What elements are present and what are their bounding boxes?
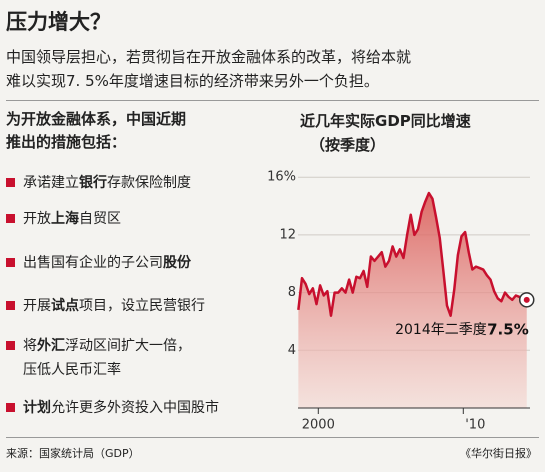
- list-item: 承诺建立银行存款保险制度: [6, 172, 191, 192]
- text: 项目，设立民营银行: [79, 298, 205, 314]
- list-item: 开展试点项目，设立民营银行: [6, 295, 205, 315]
- list-item: 出售国有企业的子公司股份: [6, 252, 191, 272]
- x-tick-label: 2000: [302, 418, 335, 433]
- y-tick-label: 12: [279, 227, 296, 242]
- text: 浮动区间扩大一倍，: [65, 338, 191, 354]
- item-line: 开放上海自贸区: [6, 211, 121, 227]
- text: 将: [23, 338, 37, 354]
- bold-text: 银行: [79, 175, 107, 191]
- bold-text: 计划: [23, 400, 51, 416]
- text: 存款保险制度: [107, 175, 191, 191]
- item-line: 出售国有企业的子公司股份: [6, 255, 191, 271]
- publisher: 《华尔街日报》: [460, 447, 537, 460]
- text: 开展: [23, 298, 51, 314]
- line: [297, 191, 528, 317]
- text: 出售国有企业的子公司: [23, 255, 163, 271]
- list-item: 将外汇浮动区间扩大一倍， 压低人民币汇率: [6, 335, 191, 379]
- bullet: [6, 178, 15, 187]
- chart-title: （按季度）: [310, 136, 386, 154]
- annotation: 2014年二季度: [395, 322, 487, 338]
- item-line: 计划允许更多外资投入中国股市: [6, 400, 219, 416]
- item-line: 开展试点项目，设立民营银行: [6, 298, 205, 314]
- y-tick-label: 4: [288, 343, 296, 358]
- item-line: 承诺建立银行存款保险制度: [6, 175, 191, 191]
- x-tick-label: '10: [465, 418, 485, 433]
- text: 承诺建立: [23, 175, 79, 191]
- text: 压低人民币汇率: [23, 362, 121, 378]
- text: 开放: [23, 211, 51, 227]
- bullet: [6, 301, 15, 310]
- end-dot: [523, 296, 530, 303]
- text: 自贸区: [79, 211, 121, 227]
- bullet: [6, 403, 15, 412]
- source: 来源：国家统计局（GDP）: [6, 447, 140, 460]
- list-item: 开放上海自贸区: [6, 208, 121, 228]
- list-heading: 为开放金融体系，中国近期: [6, 110, 187, 128]
- bullet: [6, 214, 15, 223]
- divider: [6, 100, 539, 101]
- area: [298, 193, 527, 408]
- value-label: 7.5%: [487, 320, 529, 338]
- y-tick-label: 16%: [267, 170, 296, 185]
- divider: [6, 437, 539, 438]
- bold-text: 试点: [51, 298, 79, 314]
- subtitle: 中国领导层担心，若贯彻旨在开放金融体系的改革，将给本就: [6, 48, 412, 66]
- bullet: [6, 341, 15, 350]
- y-tick-label: 8: [288, 285, 296, 300]
- list-heading: 推出的措施包括：: [6, 133, 127, 151]
- bold-text: 上海: [51, 211, 79, 227]
- bold-text: 外汇: [37, 338, 65, 354]
- bullet: [6, 258, 15, 267]
- item-line: 压低人民币汇率: [6, 359, 191, 379]
- text: 允许更多外资投入中国股市: [51, 400, 219, 416]
- title: 压力增大？: [6, 10, 111, 34]
- item-line: 将外汇浮动区间扩大一倍，: [6, 338, 191, 354]
- list-item: 计划允许更多外资投入中国股市: [6, 397, 219, 417]
- bold-text: 股份: [163, 255, 191, 271]
- chart-title: 近几年实际GDP同比增速: [300, 112, 471, 130]
- subtitle: 难以实现7. 5%年度增速目标的经济带来另外一个负担。: [6, 72, 379, 90]
